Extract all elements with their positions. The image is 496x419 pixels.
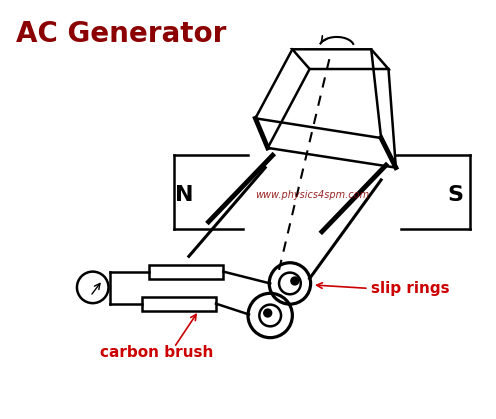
Text: slip rings: slip rings — [371, 281, 450, 296]
Circle shape — [264, 309, 272, 317]
Text: carbon brush: carbon brush — [100, 345, 213, 360]
Text: S: S — [447, 185, 463, 205]
Bar — [149, 265, 223, 279]
Text: N: N — [175, 185, 193, 205]
Bar — [142, 297, 216, 310]
Circle shape — [291, 277, 299, 285]
Text: www.physics4spm.com: www.physics4spm.com — [255, 190, 369, 200]
Text: AC Generator: AC Generator — [16, 20, 227, 48]
